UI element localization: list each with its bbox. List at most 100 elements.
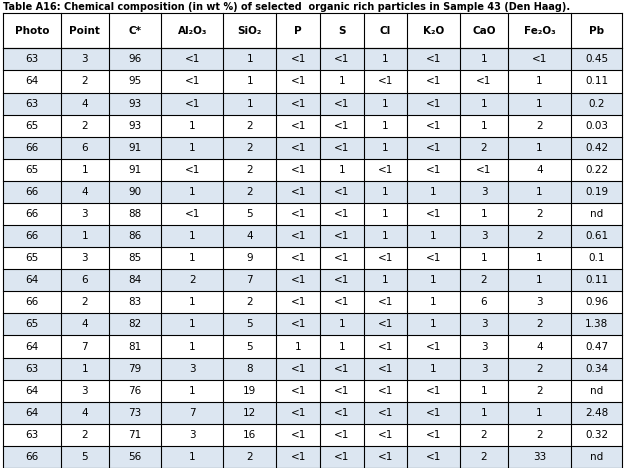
Text: SiO₂: SiO₂ — [238, 26, 262, 36]
Text: 1: 1 — [189, 187, 196, 197]
Text: <1: <1 — [426, 76, 441, 87]
Text: 1: 1 — [481, 209, 488, 219]
Text: <1: <1 — [426, 452, 441, 462]
Text: 0.32: 0.32 — [585, 430, 608, 440]
Text: <1: <1 — [334, 54, 349, 65]
Text: <1: <1 — [426, 54, 441, 65]
Text: <1: <1 — [185, 76, 200, 87]
Bar — [3, 380, 622, 402]
Text: <1: <1 — [476, 76, 492, 87]
Text: 0.19: 0.19 — [585, 187, 608, 197]
Text: <1: <1 — [426, 165, 441, 175]
Text: 7: 7 — [189, 408, 196, 418]
Text: <1: <1 — [334, 408, 349, 418]
Text: <1: <1 — [334, 121, 349, 131]
Text: 1: 1 — [81, 364, 88, 373]
Text: 2: 2 — [536, 121, 543, 131]
Text: 2: 2 — [189, 275, 196, 285]
Text: 1: 1 — [189, 452, 196, 462]
Text: <1: <1 — [291, 452, 306, 462]
Text: 95: 95 — [128, 76, 142, 87]
Text: 0.11: 0.11 — [585, 76, 608, 87]
Text: 7: 7 — [81, 342, 88, 351]
Text: 0.34: 0.34 — [585, 364, 608, 373]
Text: <1: <1 — [378, 452, 393, 462]
Text: 0.47: 0.47 — [585, 342, 608, 351]
Text: Table A16: Chemical composition (in wt %) of selected  organic rich particles in: Table A16: Chemical composition (in wt %… — [3, 1, 570, 12]
Text: <1: <1 — [426, 386, 441, 396]
Text: 0.22: 0.22 — [585, 165, 608, 175]
Bar — [3, 336, 622, 358]
Text: 2: 2 — [246, 121, 253, 131]
Text: 5: 5 — [246, 209, 253, 219]
Text: 2: 2 — [246, 297, 253, 307]
Text: 91: 91 — [128, 165, 142, 175]
Text: 1: 1 — [382, 99, 389, 109]
Text: 66: 66 — [25, 297, 39, 307]
Text: <1: <1 — [291, 54, 306, 65]
Text: <1: <1 — [334, 143, 349, 153]
Text: 1: 1 — [382, 143, 389, 153]
Text: 3: 3 — [481, 364, 488, 373]
Text: 86: 86 — [128, 231, 142, 241]
Text: 91: 91 — [128, 143, 142, 153]
Text: 0.45: 0.45 — [585, 54, 608, 65]
Text: Photo: Photo — [14, 26, 49, 36]
Text: <1: <1 — [426, 342, 441, 351]
Text: <1: <1 — [334, 275, 349, 285]
Text: 2: 2 — [246, 143, 253, 153]
Text: 1: 1 — [481, 54, 488, 65]
Text: 2: 2 — [81, 121, 88, 131]
Text: 63: 63 — [25, 54, 39, 65]
Bar — [3, 181, 622, 203]
Text: <1: <1 — [291, 231, 306, 241]
Text: 1: 1 — [536, 187, 543, 197]
Text: <1: <1 — [334, 187, 349, 197]
Text: <1: <1 — [185, 209, 200, 219]
Bar — [3, 137, 622, 159]
Text: 1: 1 — [430, 320, 437, 329]
Text: 64: 64 — [25, 386, 39, 396]
Text: 1: 1 — [382, 209, 389, 219]
Text: 2: 2 — [246, 187, 253, 197]
Text: <1: <1 — [476, 165, 492, 175]
Text: 0.96: 0.96 — [585, 297, 608, 307]
Bar — [3, 314, 622, 336]
Bar — [3, 402, 622, 424]
Text: 85: 85 — [128, 253, 142, 263]
Text: 2: 2 — [536, 320, 543, 329]
Text: 1: 1 — [430, 364, 437, 373]
Text: <1: <1 — [291, 320, 306, 329]
Bar — [3, 13, 622, 48]
Text: 56: 56 — [128, 452, 142, 462]
Text: 3: 3 — [481, 231, 488, 241]
Text: 73: 73 — [128, 408, 142, 418]
Text: <1: <1 — [426, 430, 441, 440]
Text: 65: 65 — [25, 320, 39, 329]
Text: 12: 12 — [243, 408, 256, 418]
Text: 65: 65 — [25, 253, 39, 263]
Text: 7: 7 — [246, 275, 253, 285]
Text: <1: <1 — [291, 121, 306, 131]
Text: 1: 1 — [295, 342, 301, 351]
Text: <1: <1 — [334, 99, 349, 109]
Text: 1: 1 — [536, 76, 543, 87]
Text: 8: 8 — [246, 364, 253, 373]
Text: <1: <1 — [426, 99, 441, 109]
Text: 1: 1 — [189, 143, 196, 153]
Text: 3: 3 — [81, 386, 88, 396]
Text: <1: <1 — [334, 430, 349, 440]
Text: Point: Point — [69, 26, 100, 36]
Text: <1: <1 — [426, 121, 441, 131]
Text: 1: 1 — [189, 231, 196, 241]
Text: 1: 1 — [481, 408, 488, 418]
Text: 1: 1 — [189, 297, 196, 307]
Text: <1: <1 — [426, 143, 441, 153]
Text: 93: 93 — [128, 121, 142, 131]
Text: 1: 1 — [430, 187, 437, 197]
Text: 66: 66 — [25, 143, 39, 153]
Text: 4: 4 — [536, 165, 543, 175]
Text: 0.1: 0.1 — [588, 253, 605, 263]
Text: <1: <1 — [378, 165, 393, 175]
Text: <1: <1 — [291, 297, 306, 307]
